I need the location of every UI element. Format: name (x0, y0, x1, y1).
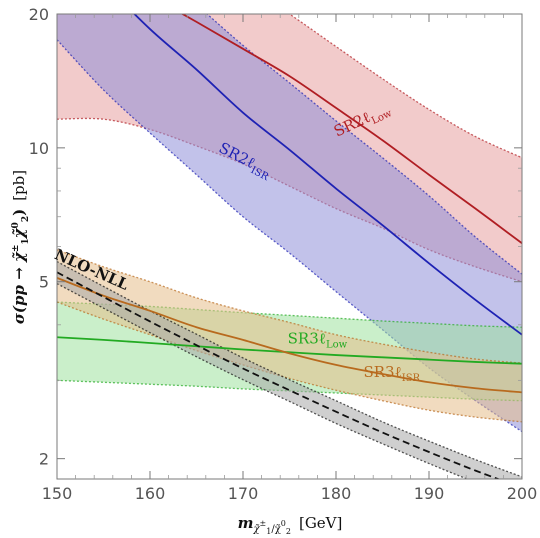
line-sr3llow (57, 336, 522, 365)
lines-layer (57, 14, 522, 479)
band-lower-edge-nlo-nll (57, 283, 469, 479)
band-upper-edge-sr2lisr (206, 14, 522, 275)
x-tick-label: 170 (228, 484, 259, 503)
bands-layer (57, 14, 522, 479)
y-tick-label: 20 (29, 5, 49, 24)
x-tick-label: 200 (507, 484, 538, 503)
x-tick-label: 150 (42, 484, 73, 503)
label-sr3lisr: SR3ℓISR (363, 363, 420, 384)
y-tick-label: 10 (29, 139, 49, 158)
y-tick-label: 5 (39, 273, 49, 292)
line-sr3lisr (57, 277, 522, 394)
line-sr2llow (180, 14, 522, 245)
label-sr3llow: SR3ℓLow (288, 330, 348, 351)
line-nlo-nll (57, 271, 501, 479)
x-axis-label: mχ̃±1/χ̃02 [GeV] (238, 514, 343, 536)
band-upper-edge-sr3llow (57, 301, 522, 328)
line-sr2lisr (133, 14, 522, 336)
ticks-layer: 150 160 170 180 190 200 2 5 10 20 (29, 5, 538, 503)
y-axis-label: σ(pp → χ̃±1χ̃02)[pb] (10, 170, 31, 324)
band-upper-edge-sr3lisr (57, 249, 522, 364)
x-tick-label: 190 (414, 484, 445, 503)
x-tick-label: 180 (321, 484, 352, 503)
band-upper-edge-nlo-nll (57, 260, 522, 478)
band-lower-edge-sr3lisr (57, 301, 522, 423)
x-tick-label: 160 (135, 484, 166, 503)
y-tick-label: 2 (39, 450, 49, 469)
